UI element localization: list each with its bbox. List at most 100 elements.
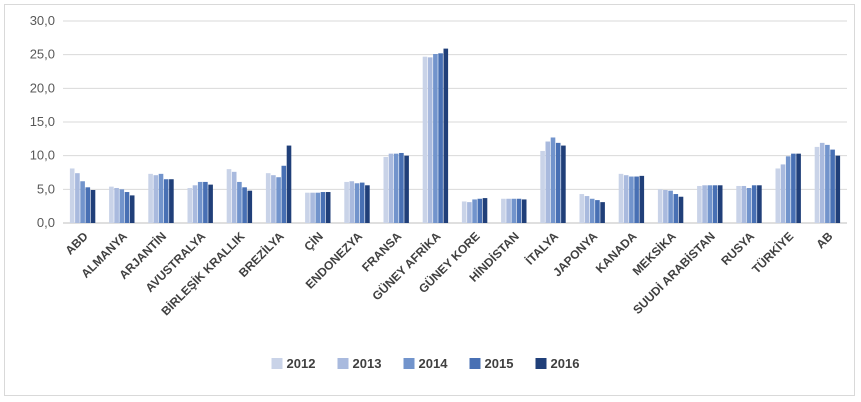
bars xyxy=(69,48,841,223)
bar xyxy=(325,192,331,223)
bar xyxy=(775,168,781,223)
x-category-label: GÜNEY AFRİKA xyxy=(369,228,444,303)
bar xyxy=(618,173,624,223)
x-category-label: İTALYA xyxy=(522,228,561,267)
bar xyxy=(276,177,281,223)
bar xyxy=(271,175,276,223)
bar xyxy=(501,198,506,223)
bar xyxy=(242,187,247,223)
bar xyxy=(422,56,428,223)
bar-chart: 0,0 5,0 10,0 15,0 20,0 25,0 30,0 ABDALMANYAARJ… xyxy=(30,13,847,371)
legend-label: 2016 xyxy=(551,356,580,371)
bar xyxy=(697,185,702,223)
bar xyxy=(192,185,198,223)
x-category-label: ÇİN xyxy=(301,229,326,254)
legend-label: 2014 xyxy=(419,356,449,371)
bar xyxy=(344,181,349,223)
bar xyxy=(461,201,467,223)
bar xyxy=(148,173,153,223)
bar xyxy=(393,153,399,223)
bar xyxy=(545,141,551,223)
bar xyxy=(354,183,360,223)
bar xyxy=(247,190,253,223)
bar xyxy=(75,173,80,223)
bar xyxy=(540,150,545,223)
bar xyxy=(265,173,271,223)
bar xyxy=(467,202,472,223)
bar xyxy=(433,53,438,223)
bar xyxy=(320,192,326,223)
bar xyxy=(169,179,174,223)
bar xyxy=(673,194,679,223)
y-tick-label: 0,0 xyxy=(37,215,55,230)
bar xyxy=(595,200,600,223)
bar xyxy=(702,185,707,223)
bar xyxy=(579,194,585,223)
bar xyxy=(158,173,164,223)
bar xyxy=(830,149,835,223)
gridlines xyxy=(63,20,847,224)
bar xyxy=(785,156,791,223)
bar xyxy=(119,189,125,223)
bar xyxy=(359,182,365,223)
bar xyxy=(399,152,404,223)
bar xyxy=(796,153,801,223)
bar xyxy=(736,185,741,223)
legend-label: 2013 xyxy=(353,356,382,371)
y-axis-ticks: 0,0 5,0 10,0 15,0 20,0 25,0 30,0 xyxy=(30,13,55,230)
bar xyxy=(477,198,483,223)
bar xyxy=(124,192,130,223)
bar xyxy=(281,165,287,223)
bar xyxy=(741,185,747,223)
bar xyxy=(187,187,193,223)
bar xyxy=(286,145,292,223)
bar xyxy=(80,181,85,223)
bar xyxy=(109,186,114,223)
bar xyxy=(657,189,663,223)
bar xyxy=(197,181,203,223)
bar xyxy=(634,176,639,223)
x-category-label: AB xyxy=(813,229,835,251)
legend: 2012 2013 2014 2015 2016 xyxy=(271,356,580,371)
bar xyxy=(472,199,477,223)
bar xyxy=(114,187,119,223)
bar xyxy=(746,187,752,223)
bar xyxy=(438,53,443,223)
bar xyxy=(365,185,370,223)
bar xyxy=(231,171,237,223)
bar xyxy=(129,195,135,223)
legend-swatch xyxy=(271,358,283,369)
bar xyxy=(623,175,629,223)
bar xyxy=(482,198,488,223)
bar xyxy=(69,168,75,223)
y-tick-label: 20,0 xyxy=(30,80,55,95)
bar xyxy=(427,57,433,223)
bar xyxy=(521,199,527,223)
bar xyxy=(208,184,213,223)
bar xyxy=(153,175,159,223)
bar xyxy=(163,179,169,223)
bar xyxy=(511,198,517,223)
x-category-label: TÜRKİYE xyxy=(748,229,796,277)
bar xyxy=(639,175,645,223)
y-tick-label: 25,0 xyxy=(30,47,55,62)
bar xyxy=(780,164,786,223)
bar xyxy=(555,142,561,223)
bar xyxy=(516,198,522,223)
bar xyxy=(717,185,723,223)
legend-swatch xyxy=(469,358,481,369)
bar xyxy=(349,181,355,223)
bar xyxy=(203,181,208,223)
legend-swatch xyxy=(535,358,547,369)
y-tick-label: 5,0 xyxy=(37,181,55,196)
bar xyxy=(305,192,310,223)
bar xyxy=(814,146,820,223)
bar xyxy=(404,155,409,223)
bar xyxy=(561,145,566,223)
legend-label: 2015 xyxy=(485,356,514,371)
bar xyxy=(310,192,315,223)
bar xyxy=(600,202,605,223)
y-tick-label: 30,0 xyxy=(30,13,55,28)
legend-swatch xyxy=(403,358,415,369)
